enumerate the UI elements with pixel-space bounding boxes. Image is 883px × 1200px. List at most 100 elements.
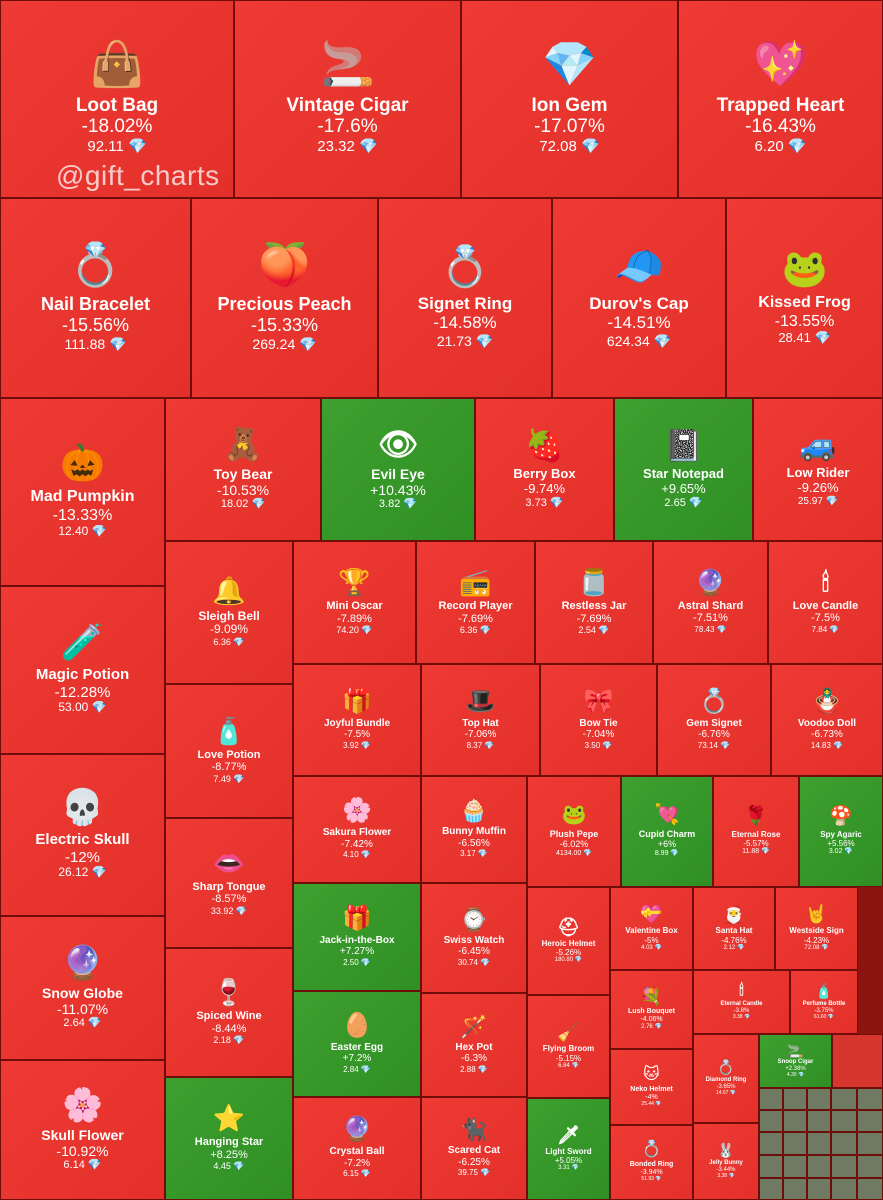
treemap-tile[interactable]: 🪆 Voodoo Doll -6.73% 14.83 💎 [771, 664, 883, 776]
small-tile[interactable] [831, 1155, 857, 1178]
small-tile[interactable] [759, 1155, 783, 1178]
treemap-tile[interactable]: ⭐ Hanging Star +8.25% 4.45 💎 [165, 1077, 293, 1200]
treemap-tile[interactable]: 🧢 Durov's Cap -14.51% 624.34 💎 [552, 198, 726, 398]
treemap-tile[interactable]: 🐱 Neko Helmet -4% 25.44 💎 [610, 1049, 693, 1125]
treemap-tile[interactable]: 👄 Sharp Tongue -8.57% 33.92 💎 [165, 818, 293, 948]
small-tile[interactable] [807, 1088, 831, 1110]
small-tile[interactable] [783, 1110, 807, 1132]
small-tile[interactable] [857, 1132, 883, 1155]
treemap-tile[interactable]: 🎀 Bow Tie -7.04% 3.50 💎 [540, 664, 657, 776]
treemap-tile[interactable]: 🧴 Love Potion -8.77% 7.49 💎 [165, 684, 293, 818]
treemap-tile[interactable]: ⛑ Heroic Helmet -5.26% 180.80 💎 [527, 887, 610, 995]
treemap-tile[interactable]: 🪄 Hex Pot -6.3% 2.88 💎 [421, 993, 527, 1097]
treemap-tile[interactable]: ⌚ Swiss Watch -6.45% 30.74 💎 [421, 883, 527, 993]
treemap-tile[interactable]: 🚙 Low Rider -9.26% 25.97 💎 [753, 398, 883, 541]
treemap-tile[interactable]: 👁 Evil Eye +10.43% 3.82 💎 [321, 398, 475, 541]
treemap-tile[interactable]: 🍄 Spy Agaric +5.56% 3.02 💎 [799, 776, 883, 887]
treemap-tile[interactable]: 🔮 Snow Globe -11.07% 2.64 💎 [0, 916, 165, 1060]
small-tile[interactable] [857, 1088, 883, 1110]
treemap-tile[interactable]: 🐰 Jelly Bunny -3.44% 3.38 💎 [693, 1123, 759, 1200]
gift-change: -14.58% [433, 313, 497, 333]
treemap-tile[interactable]: 🧹 Flying Broom -5.15% 6.84 💎 [527, 995, 610, 1098]
treemap-tile[interactable]: 💍 Nail Bracelet -15.56% 111.88 💎 [0, 198, 191, 398]
treemap-tile[interactable]: 🎩 Top Hat -7.06% 8.37 💎 [421, 664, 540, 776]
treemap-tile[interactable]: 🔮 Astral Shard -7.51% 78.43 💎 [653, 541, 768, 664]
treemap-tile[interactable]: 🤘 Westside Sign -4.23% 72.08 💎 [775, 887, 858, 970]
gift-icon: 🤘 [805, 904, 828, 925]
treemap-tile[interactable]: 🎁 Jack-in-the-Box +7.27% 2.50 💎 [293, 883, 421, 991]
gift-icon: 📻 [459, 567, 492, 598]
gift-price: 6.36 💎 [213, 637, 244, 647]
treemap-tile[interactable]: 📓 Star Notepad +9.65% 2.65 💎 [614, 398, 753, 541]
small-tile[interactable] [857, 1178, 883, 1200]
small-tile[interactable] [807, 1132, 831, 1155]
small-tile[interactable] [759, 1132, 783, 1155]
treemap-tile[interactable]: 🥚 Easter Egg +7.2% 2.84 💎 [293, 991, 421, 1097]
small-tile[interactable] [857, 1155, 883, 1178]
gift-name: Loot Bag [75, 94, 159, 116]
treemap-tile[interactable]: 🔮 Crystal Ball -7.2% 6.15 💎 [293, 1097, 421, 1200]
treemap-tile[interactable]: 🎃 Mad Pumpkin -13.33% 12.40 💎 [0, 398, 165, 586]
gift-price: 269.24 💎 [252, 336, 316, 352]
small-tile[interactable] [831, 1132, 857, 1155]
treemap-tile[interactable]: 💖 Trapped Heart -16.43% 6.20 💎 [678, 0, 883, 198]
small-tile[interactable] [857, 1110, 883, 1132]
small-tile[interactable] [807, 1155, 831, 1178]
treemap-tile[interactable]: 🎁 Joyful Bundle -7.5% 3.92 💎 [293, 664, 421, 776]
diamond-icon: 💎 [844, 848, 854, 856]
gift-change: -12% [64, 848, 101, 866]
treemap-tile[interactable]: 🗡 Light Sword +5.05% 3.31 💎 [527, 1098, 610, 1200]
small-tile[interactable] [832, 1034, 883, 1088]
treemap-tile[interactable]: 🔔 Sleigh Bell -9.09% 6.36 💎 [165, 541, 293, 684]
treemap-tile[interactable]: 🐸 Plush Pepe -6.02% 4134.00 💎 [527, 776, 621, 887]
treemap-tile[interactable]: 🕯 Love Candle -7.5% 7.84 💎 [768, 541, 883, 664]
treemap-tile[interactable]: 🏆 Mini Oscar -7.89% 74.20 💎 [293, 541, 416, 664]
treemap-tile[interactable]: 📻 Record Player -7.69% 6.36 💎 [416, 541, 535, 664]
treemap-tile[interactable]: 🐸 Kissed Frog -13.55% 28.41 💎 [726, 198, 883, 398]
small-tile[interactable] [759, 1178, 783, 1200]
treemap-tile[interactable]: 💐 Lush Bouquet -4.06% 2.76 💎 [610, 970, 693, 1049]
treemap-tile[interactable]: 🌸 Skull Flower -10.92% 6.14 💎 [0, 1060, 165, 1200]
treemap-tile[interactable]: 💍 Bonded Ring -3.94% 51.93 💎 [610, 1125, 693, 1200]
treemap-tile[interactable]: 🚬 Snoop Cigar +2.38% 4.30 💎 [759, 1034, 832, 1088]
gift-name: Voodoo Doll [797, 717, 857, 729]
small-tile[interactable] [831, 1110, 857, 1132]
treemap-tile[interactable]: 🍷 Spiced Wine -8.44% 2.18 💎 [165, 948, 293, 1077]
treemap-tile[interactable]: 🐈‍⬛ Scared Cat -6.25% 39.75 💎 [421, 1097, 527, 1200]
small-tile[interactable] [831, 1088, 857, 1110]
gift-name: Bow Tie [579, 717, 618, 729]
treemap-tile[interactable]: 🧴 Perfume Bottle -3.75% 61.60 💎 [790, 970, 858, 1034]
small-tile[interactable] [783, 1155, 807, 1178]
small-tile[interactable] [807, 1178, 831, 1200]
treemap-tile[interactable]: 💀 Electric Skull -12% 26.12 💎 [0, 754, 165, 916]
small-tile[interactable] [759, 1110, 783, 1132]
diamond-icon: 💎 [91, 864, 107, 879]
treemap-tile[interactable]: 🧪 Magic Potion -12.28% 53.00 💎 [0, 586, 165, 754]
treemap-tile[interactable]: 💎 Ion Gem -17.07% 72.08 💎 [461, 0, 678, 198]
treemap-tile[interactable]: 🧁 Bunny Muffin -6.56% 3.17 💎 [421, 776, 527, 883]
treemap-tile[interactable]: 💍 Diamond Ring -3.65% 14.67 💎 [693, 1034, 759, 1123]
small-tile[interactable] [783, 1088, 807, 1110]
gift-price-value: 3.31 [558, 1165, 572, 1172]
small-tile[interactable] [831, 1178, 857, 1200]
small-tile[interactable] [759, 1088, 783, 1110]
treemap-tile[interactable]: 🎅 Santa Hat -4.76% 2.12 💎 [693, 887, 775, 970]
treemap-tile[interactable]: 🧸 Toy Bear -10.53% 18.02 💎 [165, 398, 321, 541]
treemap-tile[interactable]: 🌸 Sakura Flower -7.42% 4.10 💎 [293, 776, 421, 883]
small-tile[interactable] [807, 1110, 831, 1132]
treemap-tile[interactable]: 🍑 Precious Peach -15.33% 269.24 💎 [191, 198, 378, 398]
small-tile[interactable] [783, 1132, 807, 1155]
small-tile[interactable] [783, 1178, 807, 1200]
treemap-tile[interactable]: 💘 Cupid Charm +6% 8.99 💎 [621, 776, 713, 887]
treemap-tile[interactable]: 🕯 Eternal Candle -3.8% 3.38 💎 [693, 970, 790, 1034]
treemap-tile[interactable]: 💍 Signet Ring -14.58% 21.73 💎 [378, 198, 552, 398]
gift-price: 11.88 💎 [742, 848, 770, 856]
treemap-tile[interactable]: 💝 Valentine Box -5% 4.03 💎 [610, 887, 693, 970]
treemap-tile[interactable]: 🌹 Eternal Rose -5.57% 11.88 💎 [713, 776, 799, 887]
gift-icon: 🪆 [812, 687, 842, 715]
treemap-tile[interactable]: 🚬 Vintage Cigar -17.6% 23.32 💎 [234, 0, 461, 198]
treemap-tile[interactable]: 👜 Loot Bag -18.02% 92.11 💎 [0, 0, 234, 198]
treemap-tile[interactable]: 🍓 Berry Box -9.74% 3.73 💎 [475, 398, 614, 541]
treemap-tile[interactable]: 💍 Gem Signet -6.76% 73.14 💎 [657, 664, 771, 776]
treemap-tile[interactable]: 🫙 Restless Jar -7.69% 2.54 💎 [535, 541, 653, 664]
